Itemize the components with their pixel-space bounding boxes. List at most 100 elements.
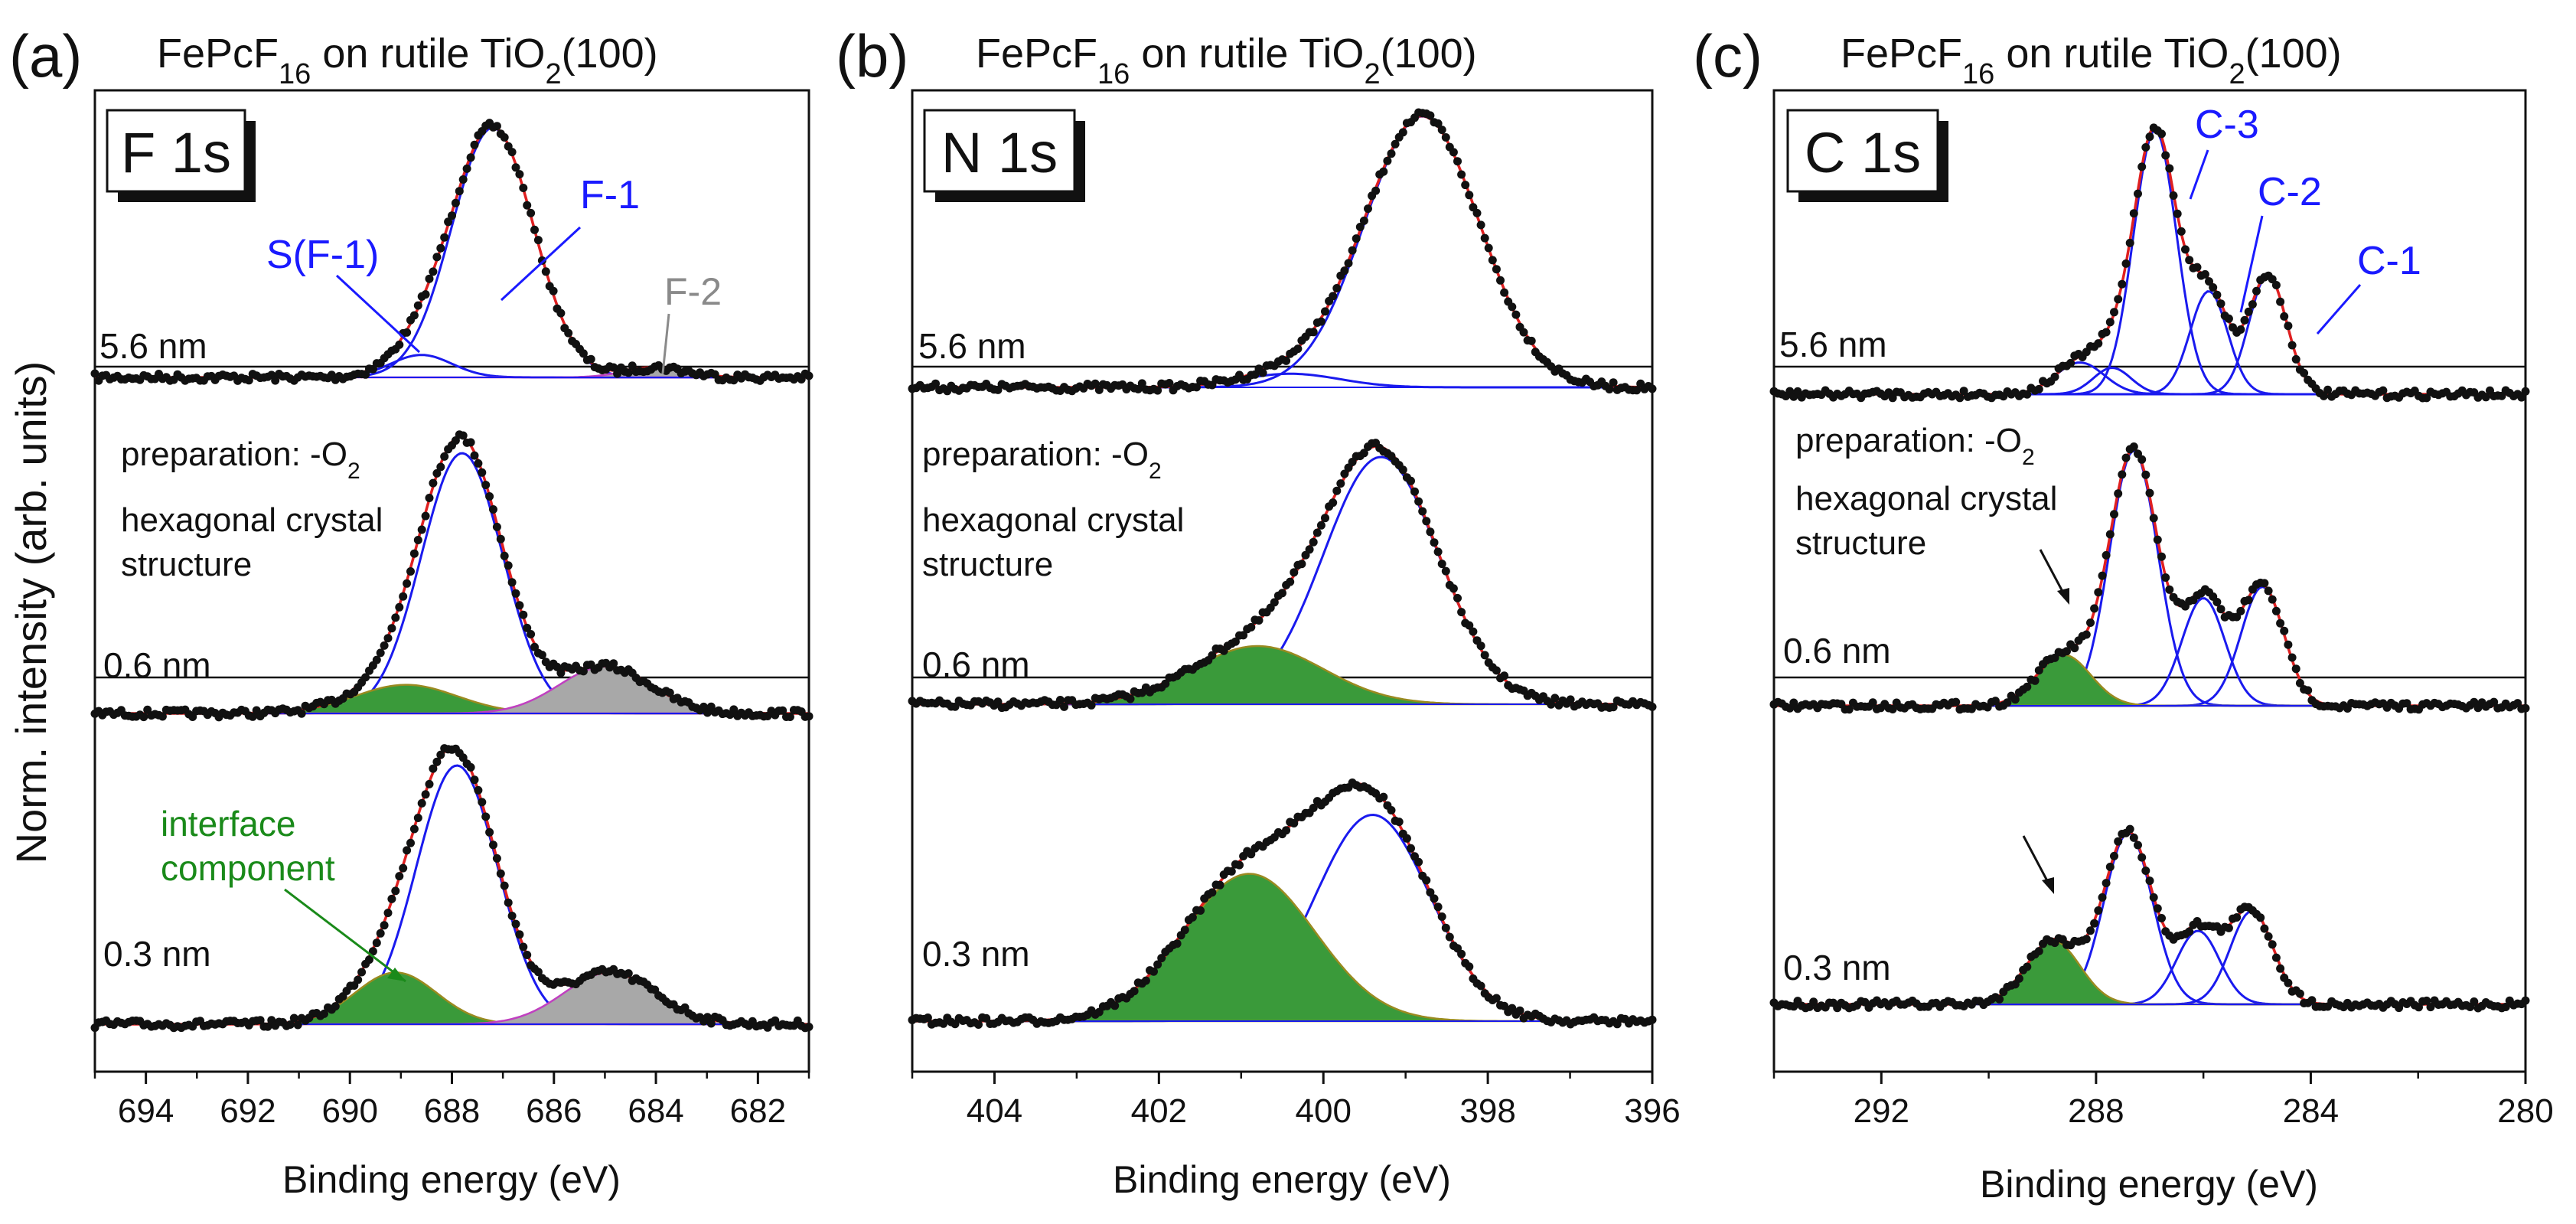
data-point xyxy=(2224,923,2233,932)
data-point xyxy=(409,824,419,834)
data-point xyxy=(1340,266,1349,276)
data-points-0 xyxy=(908,108,1657,396)
panel-a-thickness-3: 0.3 nm xyxy=(103,934,211,974)
data-point xyxy=(1566,695,1575,704)
data-point xyxy=(1437,560,1446,569)
data-point xyxy=(504,561,513,570)
data-point xyxy=(1418,507,1427,516)
data-point xyxy=(2304,686,2313,695)
data-point xyxy=(579,349,588,358)
data-points-1 xyxy=(1769,442,2530,714)
data-point xyxy=(1344,259,1353,268)
data-point xyxy=(2236,606,2245,615)
data-points-2 xyxy=(1769,824,2530,1013)
arrow-c-06-head xyxy=(2057,588,2069,605)
data-point xyxy=(413,536,422,544)
data-point xyxy=(523,201,532,210)
data-point xyxy=(1391,139,1400,149)
data-point xyxy=(354,975,363,984)
data-point xyxy=(158,712,167,721)
x-tick-label: 682 xyxy=(730,1092,786,1130)
data-point xyxy=(1789,698,1798,707)
data-point xyxy=(2232,913,2242,922)
data-point xyxy=(2165,585,2174,594)
data-point xyxy=(2216,605,2225,614)
data-point xyxy=(2161,151,2170,160)
data-point xyxy=(1809,997,1818,1007)
data-point xyxy=(2169,191,2178,200)
data-point xyxy=(481,812,491,821)
data-points-2 xyxy=(90,744,814,1033)
data-point xyxy=(2260,924,2269,933)
y-axis-label: Norm. intensity (arb. units) xyxy=(7,361,55,864)
label-c1: C-1 xyxy=(2357,239,2421,283)
data-point xyxy=(409,311,419,320)
data-point xyxy=(2521,387,2530,396)
data-point xyxy=(2173,209,2182,218)
data-point xyxy=(1868,698,1877,707)
data-point xyxy=(1959,387,1968,396)
data-point xyxy=(1605,385,1614,393)
data-point xyxy=(2121,453,2131,462)
data-point xyxy=(395,340,404,349)
data-point xyxy=(1492,265,1501,274)
data-point xyxy=(289,1013,298,1023)
data-point xyxy=(1149,967,1158,976)
data-point xyxy=(1457,949,1466,958)
data-point xyxy=(1445,932,1454,942)
data-point xyxy=(1312,528,1322,537)
data-point xyxy=(263,1022,272,1031)
data-point xyxy=(1469,627,1478,636)
data-point xyxy=(2125,824,2134,834)
data-point xyxy=(1215,880,1224,889)
data-point xyxy=(421,290,430,299)
data-point xyxy=(527,208,536,217)
data-point xyxy=(1480,233,1489,243)
data-point xyxy=(2244,596,2253,605)
data-point xyxy=(376,648,385,658)
panel-b-thickness-1: 5.6 nm xyxy=(918,326,1026,366)
data-point xyxy=(2023,682,2032,691)
data-point xyxy=(2295,678,2304,687)
data-point xyxy=(380,921,389,930)
data-point xyxy=(523,623,532,632)
data-point xyxy=(1359,216,1368,225)
panel-c-frame xyxy=(1772,89,2527,1073)
panel-b-note-structure: structure xyxy=(922,546,1053,583)
data-point xyxy=(1196,906,1205,915)
data-point xyxy=(1293,344,1303,354)
x-tick-label: 400 xyxy=(1296,1092,1352,1130)
data-point xyxy=(458,431,468,440)
data-point xyxy=(1329,498,1338,508)
data-point xyxy=(1387,149,1396,158)
data-point xyxy=(2153,535,2162,544)
data-point xyxy=(399,592,408,601)
data-point xyxy=(1192,383,1201,392)
data-point xyxy=(248,712,257,721)
data-point xyxy=(527,630,536,638)
data-point xyxy=(556,668,566,677)
data-point xyxy=(1430,894,1439,903)
data-point xyxy=(515,930,524,939)
data-point xyxy=(2240,315,2249,325)
data-point xyxy=(458,753,468,762)
data-point xyxy=(1410,487,1419,496)
data-point xyxy=(1441,133,1450,142)
data-point xyxy=(2212,290,2222,299)
panel-a-core-level: F 1s xyxy=(121,121,231,184)
data-point xyxy=(478,798,487,807)
data-point xyxy=(1476,641,1485,651)
data-point xyxy=(541,267,550,276)
data-point xyxy=(556,308,566,318)
x-tick-label: 404 xyxy=(967,1092,1022,1130)
panel-b-title: FePcF16 on rutile TiO2(100) xyxy=(976,31,1477,90)
data-point xyxy=(485,827,494,837)
data-point xyxy=(2090,604,2099,613)
data-point xyxy=(2271,606,2281,615)
data-point xyxy=(2153,904,2162,913)
data-point xyxy=(1407,476,1415,485)
data-point xyxy=(2102,550,2111,560)
data-point xyxy=(436,243,445,253)
leader-c3 xyxy=(2189,149,2209,200)
data-point xyxy=(1508,1004,1517,1013)
